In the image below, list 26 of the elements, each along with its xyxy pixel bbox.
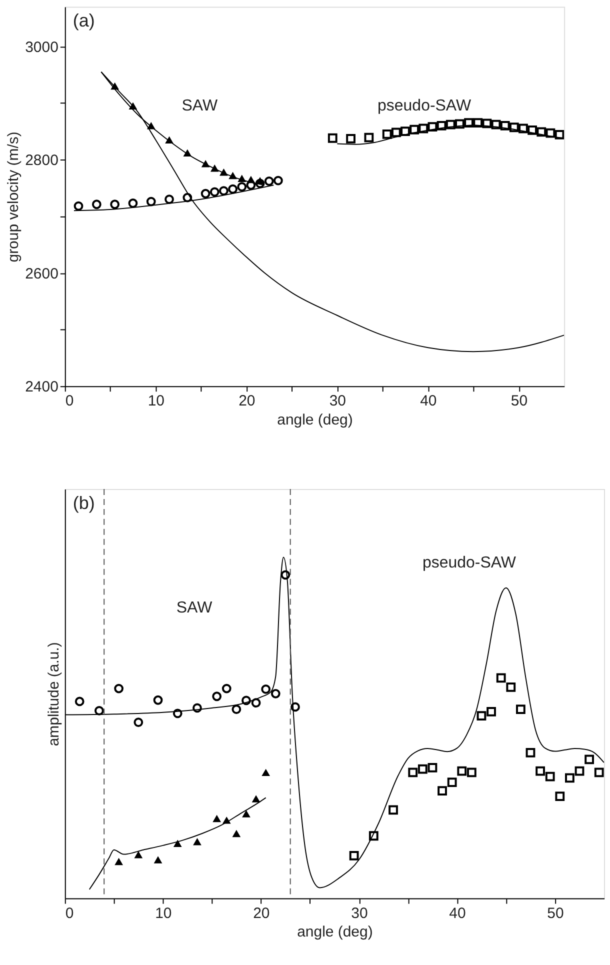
text: (b) (72, 492, 95, 513)
x-axis-title: angle (deg) (297, 924, 373, 941)
x-tick-label: 20 (253, 904, 270, 922)
annotation: SAW (176, 600, 214, 617)
x-axis-title: angle (deg) (277, 412, 353, 429)
x-tick-label: 0 (65, 904, 74, 922)
x-tick-label: 40 (420, 392, 437, 410)
x-tick-label: 40 (449, 904, 466, 922)
y-tick-label: 3000 (25, 38, 58, 56)
annotation: SAW (182, 97, 218, 114)
y-tick-label: 2600 (25, 265, 58, 282)
y-tick-label: 2400 (25, 378, 58, 396)
x-tick-label: 10 (155, 904, 172, 922)
x-tick-label: 30 (329, 392, 346, 410)
y-axis-title: amplitude (a.u.) (45, 642, 62, 746)
x-tick-label: 0 (65, 392, 74, 410)
y-axis-title: group velocity (m/s) (5, 132, 22, 262)
annotation: pseudo-SAW (422, 554, 517, 572)
annotation: pseudo-SAW (378, 97, 472, 114)
x-tick-label: 20 (238, 392, 256, 410)
x-tick-label: 30 (351, 904, 368, 922)
x-tick-label: 50 (510, 392, 528, 410)
x-tick-label: 50 (547, 904, 564, 922)
annotation: (a) (72, 10, 95, 31)
y-tick-label: 2800 (25, 152, 58, 170)
x-tick-label: 10 (148, 392, 164, 410)
